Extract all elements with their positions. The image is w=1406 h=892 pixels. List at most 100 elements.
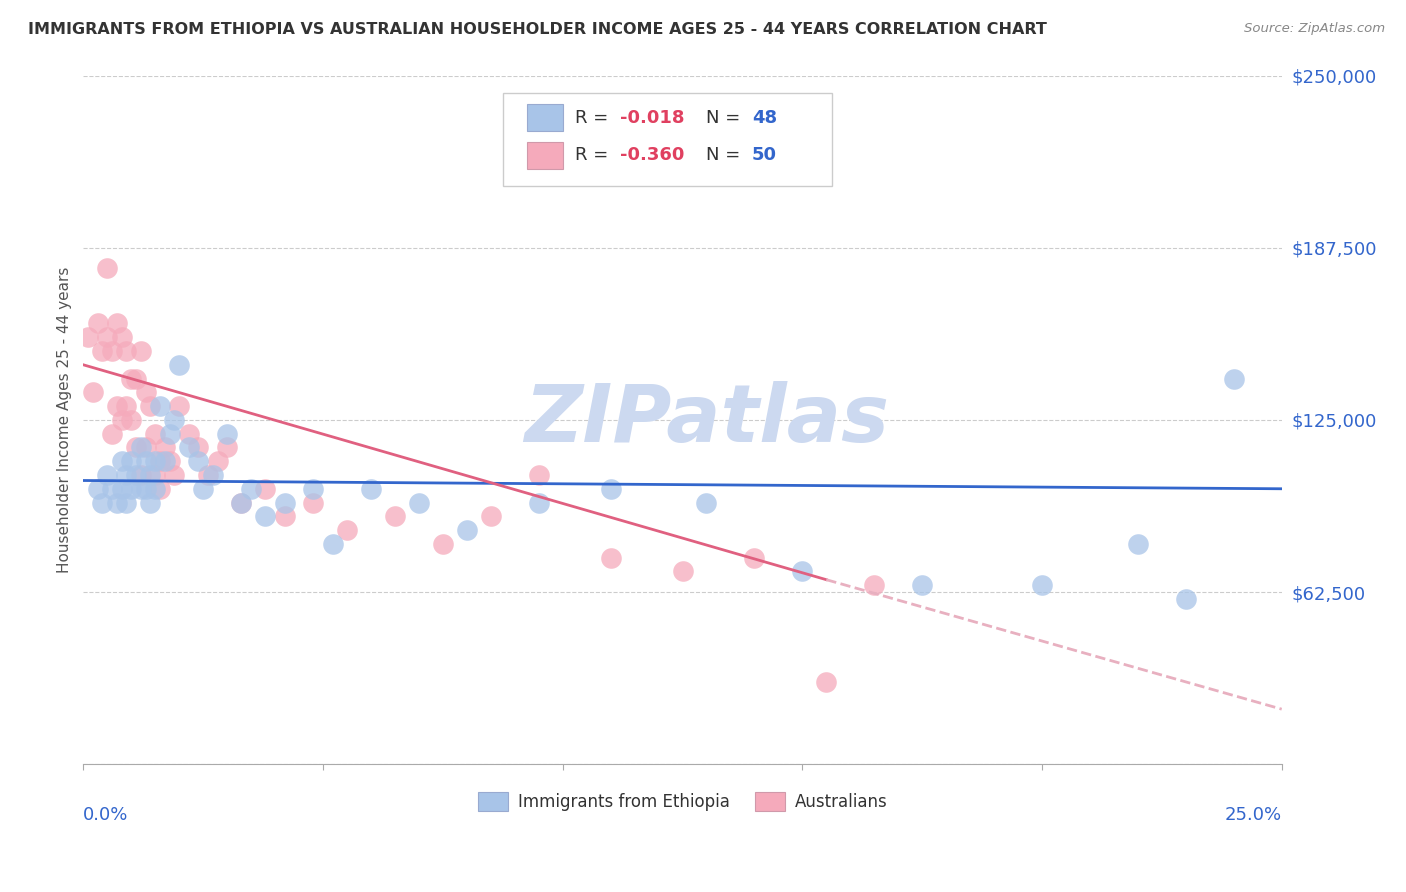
Point: [527, 495, 550, 509]
Point: [322, 537, 344, 551]
Point: [360, 482, 382, 496]
Point: [201, 468, 224, 483]
Text: Source: ZipAtlas.com: Source: ZipAtlas.com: [1244, 22, 1385, 36]
Point: [139, 399, 162, 413]
Point: [456, 523, 478, 537]
Text: -0.018: -0.018: [620, 109, 685, 127]
Point: [111, 330, 134, 344]
Text: 50: 50: [752, 146, 778, 164]
Point: [101, 344, 124, 359]
Point: [125, 371, 148, 385]
Point: [231, 495, 253, 509]
Point: [91, 344, 114, 359]
Text: 48: 48: [752, 109, 778, 127]
Point: [86, 317, 108, 331]
Point: [187, 441, 209, 455]
Point: [1174, 591, 1197, 606]
Point: [599, 482, 621, 496]
Point: [207, 454, 229, 468]
Point: [105, 399, 128, 413]
Text: 0.0%: 0.0%: [83, 805, 129, 823]
Point: [527, 468, 550, 483]
Point: [135, 441, 157, 455]
Point: [129, 482, 152, 496]
Point: [135, 482, 157, 496]
Text: N =: N =: [706, 109, 741, 127]
Point: [863, 578, 886, 592]
Point: [149, 482, 172, 496]
Point: [86, 482, 108, 496]
Text: 25.0%: 25.0%: [1225, 805, 1282, 823]
Point: [432, 537, 454, 551]
Point: [111, 482, 134, 496]
Point: [96, 468, 118, 483]
Text: IMMIGRANTS FROM ETHIOPIA VS AUSTRALIAN HOUSEHOLDER INCOME AGES 25 - 44 YEARS COR: IMMIGRANTS FROM ETHIOPIA VS AUSTRALIAN H…: [28, 22, 1047, 37]
Point: [408, 495, 430, 509]
Point: [217, 426, 239, 441]
Point: [254, 509, 277, 524]
Text: R =: R =: [575, 146, 607, 164]
Point: [129, 344, 152, 359]
Point: [153, 441, 176, 455]
Point: [143, 454, 166, 468]
Point: [231, 495, 253, 509]
Point: [599, 550, 621, 565]
Point: [167, 358, 190, 372]
Text: -0.360: -0.360: [620, 146, 685, 164]
Point: [1126, 537, 1149, 551]
Text: ZIPatlas: ZIPatlas: [524, 381, 889, 458]
Y-axis label: Householder Income Ages 25 - 44 years: Householder Income Ages 25 - 44 years: [58, 267, 72, 573]
Point: [135, 385, 157, 400]
Point: [153, 454, 176, 468]
Point: [139, 468, 162, 483]
Point: [815, 674, 838, 689]
Point: [115, 399, 138, 413]
Point: [120, 454, 142, 468]
Point: [217, 441, 239, 455]
Point: [177, 426, 200, 441]
Point: [163, 468, 186, 483]
Point: [177, 441, 200, 455]
Point: [187, 454, 209, 468]
Point: [167, 399, 190, 413]
Point: [125, 441, 148, 455]
Point: [149, 399, 172, 413]
Text: R =: R =: [575, 109, 607, 127]
Point: [240, 482, 263, 496]
Point: [77, 330, 100, 344]
Point: [1031, 578, 1053, 592]
Point: [302, 495, 325, 509]
Text: N =: N =: [706, 146, 741, 164]
Point: [120, 371, 142, 385]
Bar: [527, 143, 562, 169]
Point: [336, 523, 359, 537]
Point: [143, 482, 166, 496]
Point: [273, 495, 295, 509]
Point: [143, 468, 166, 483]
Point: [101, 482, 124, 496]
Point: [105, 317, 128, 331]
Point: [163, 413, 186, 427]
Point: [115, 468, 138, 483]
Point: [143, 426, 166, 441]
Point: [135, 454, 157, 468]
Point: [744, 550, 766, 565]
Point: [120, 482, 142, 496]
Point: [254, 482, 277, 496]
Point: [129, 468, 152, 483]
Point: [111, 454, 134, 468]
Point: [792, 565, 814, 579]
Point: [273, 509, 295, 524]
Point: [96, 330, 118, 344]
Point: [139, 495, 162, 509]
Point: [671, 565, 693, 579]
Point: [115, 344, 138, 359]
Point: [120, 413, 142, 427]
Point: [129, 441, 152, 455]
Bar: [527, 104, 562, 130]
Legend: Immigrants from Ethiopia, Australians: Immigrants from Ethiopia, Australians: [471, 785, 894, 818]
Point: [125, 468, 148, 483]
Point: [149, 454, 172, 468]
Point: [111, 413, 134, 427]
Point: [302, 482, 325, 496]
